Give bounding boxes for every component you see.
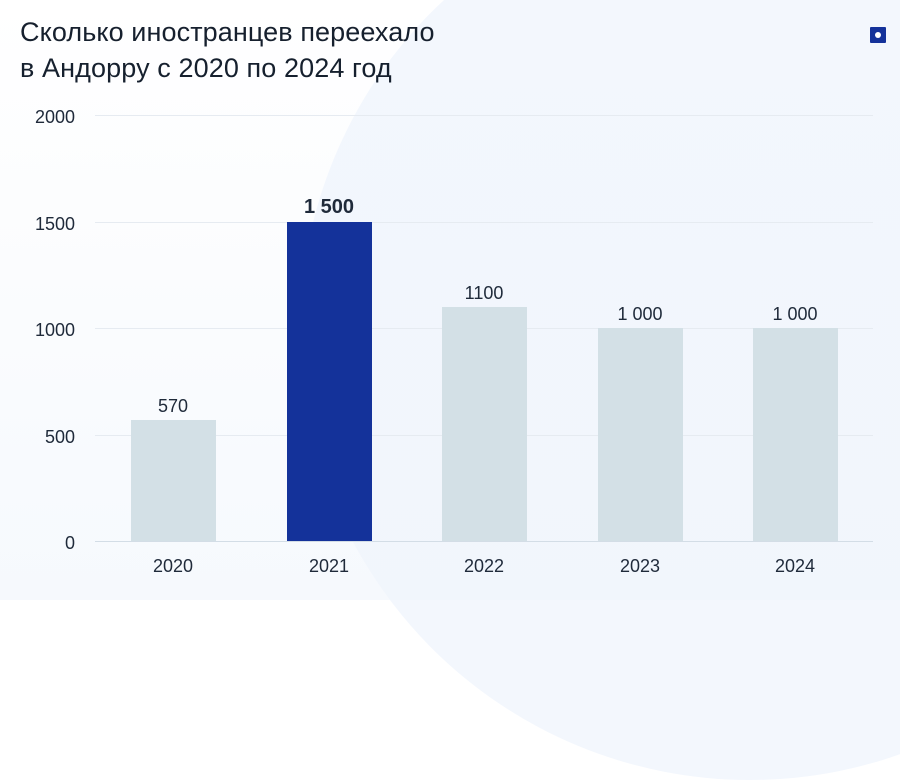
bar-2021 [287,222,372,541]
x-axis-tick-label: 2022 [463,556,505,576]
bar-2023 [598,328,683,541]
x-axis-baseline [95,541,873,542]
x-axis-tick-label: 2020 [152,556,194,576]
y-axis-tick-label: 500 [44,427,75,447]
y-axis-tick-label: 2000 [34,107,75,127]
bar-value-label: 570 [157,396,189,416]
bar-2020 [131,420,216,541]
y-axis-tick-label: 1000 [34,320,75,340]
bar-value-label: 1100 [464,283,504,303]
bar-value-label: 1 000 [617,304,663,324]
gridline [95,222,873,223]
chart-title-line-1: Сколько иностранцев переехало [20,17,435,47]
bar-2022 [442,307,527,541]
bar-value-label: 1 500 [303,196,355,218]
bar-value-label: 1 000 [772,304,818,324]
bar-2024 [753,328,838,541]
gridline [95,115,873,116]
y-axis-tick-label: 0 [64,533,75,553]
x-axis-tick-label: 2024 [774,556,816,576]
chart-title-line-2: в Андорру с 2020 по 2024 год [20,53,392,83]
bar-chart: 0 500 1000 1500 2000 570 2020 1 500 2021 1100 2022… [34,107,873,576]
x-axis-tick-label: 2023 [619,556,661,576]
brand-square-dot-icon [870,27,886,43]
y-axis-tick-label: 1500 [34,214,75,234]
x-axis-tick-label: 2021 [308,556,350,576]
chart-title: Сколько иностранцев переехало в Андорру … [20,14,435,86]
